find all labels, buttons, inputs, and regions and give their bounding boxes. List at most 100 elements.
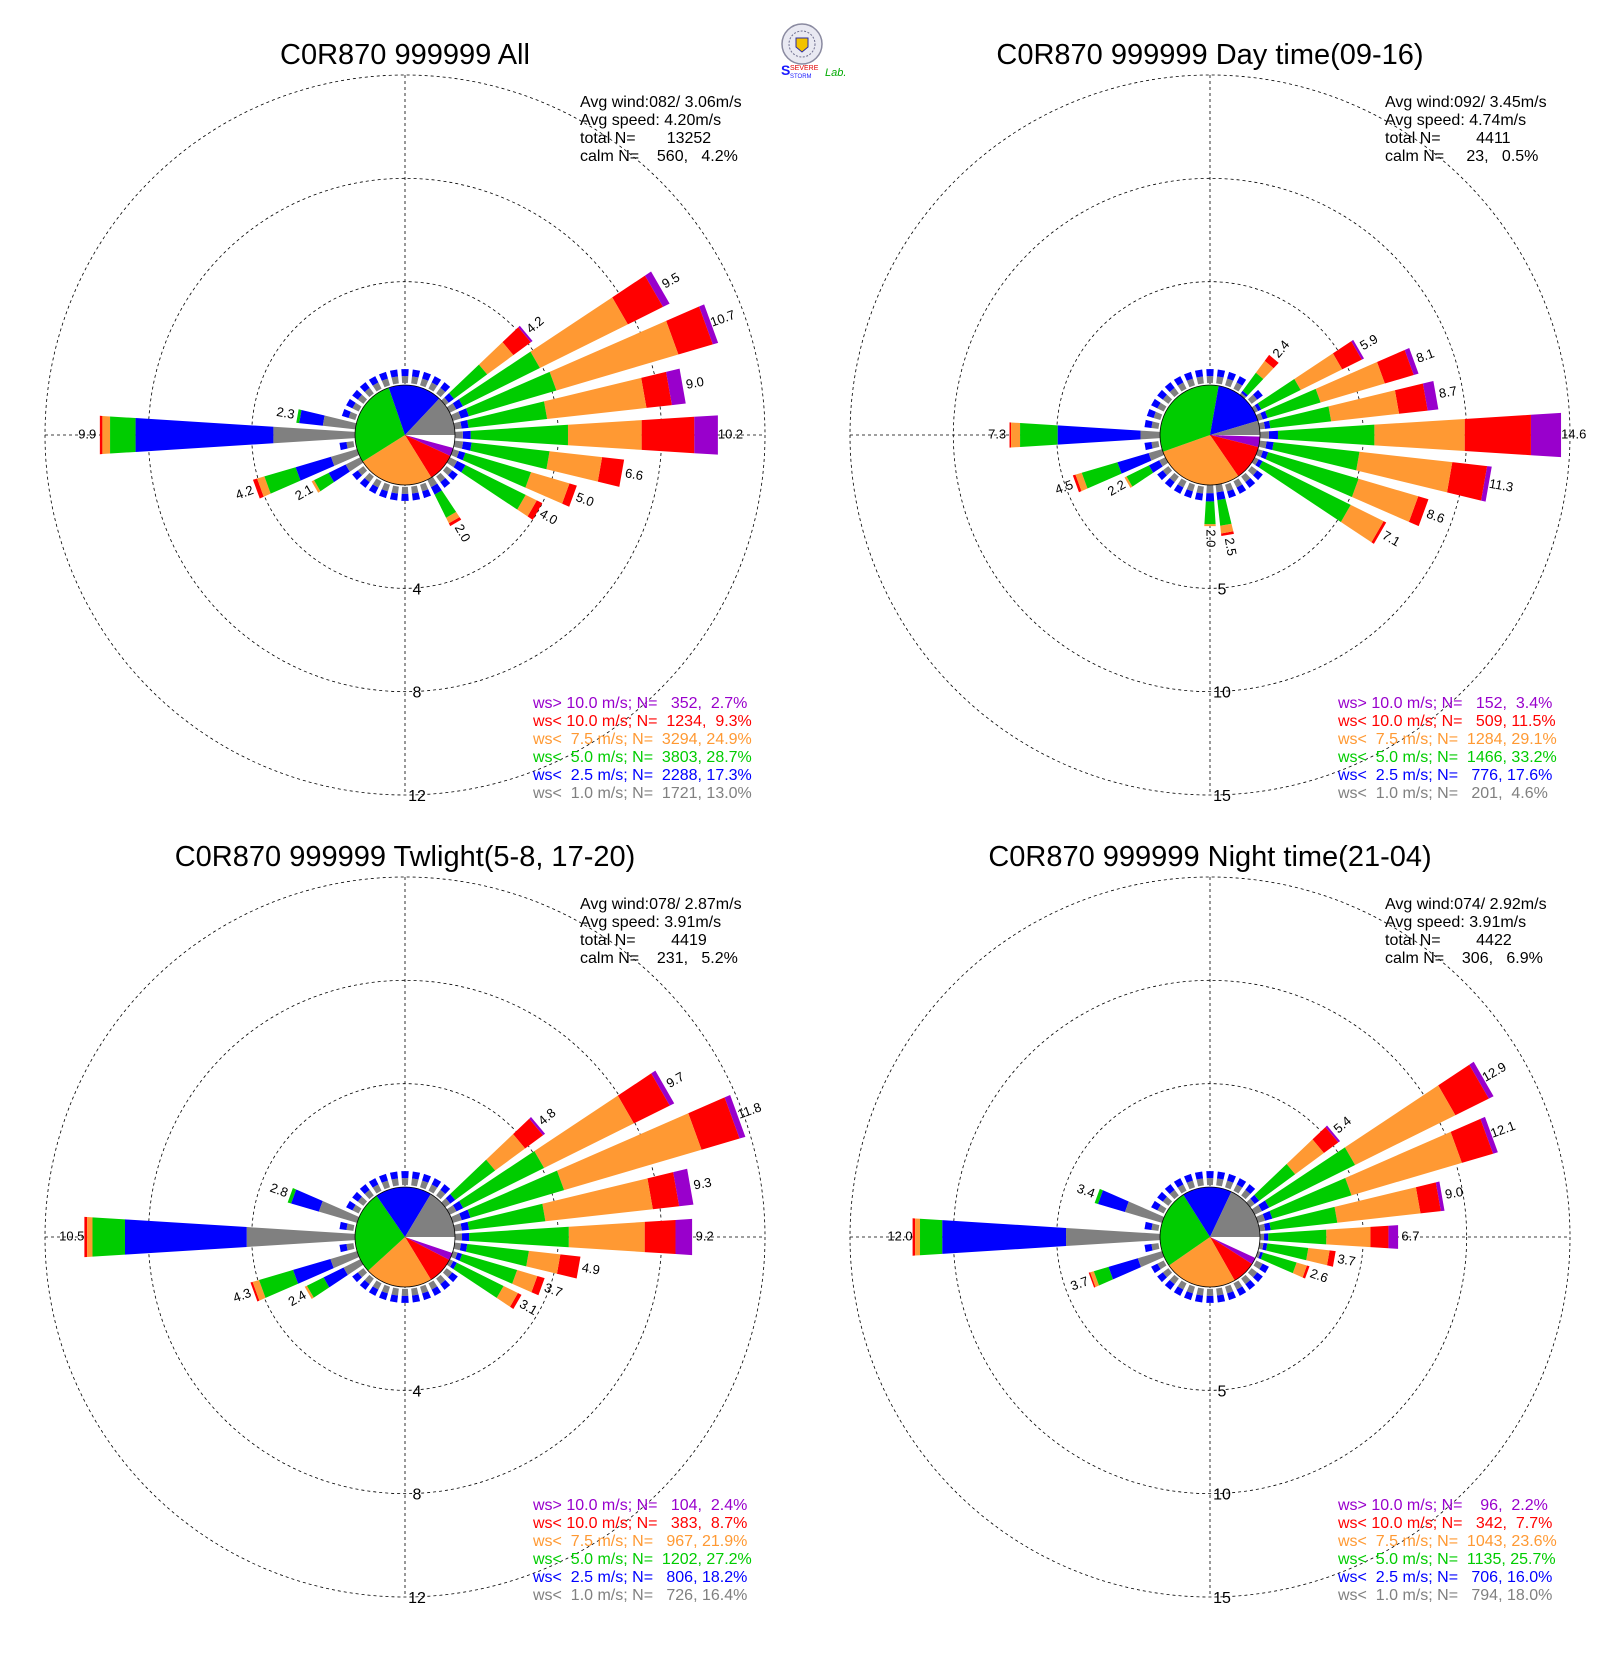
petal-segment-lt10 <box>556 1254 581 1279</box>
petal-stub <box>1253 470 1263 481</box>
petal-segment-lt5 <box>469 1226 569 1248</box>
petal-stub <box>391 376 399 385</box>
petal-stub <box>1194 1171 1204 1180</box>
petal-stub <box>1173 484 1184 494</box>
petal-segment-lt1 <box>446 1259 454 1267</box>
petal-segment-lt1 <box>1255 1213 1266 1223</box>
petal-stub <box>1216 1294 1226 1303</box>
ring-label: 12 <box>408 788 426 805</box>
petal-segment-lt1 <box>1251 457 1259 466</box>
petal-stub <box>1186 482 1195 492</box>
petal-segment-gt10 <box>1422 380 1439 411</box>
wind-rose-panel-1: C0R870 999999 All 4 8 12 4.2 9.5 10.7 9.0 10.2 6.… <box>44 39 766 805</box>
wind-rose-panel-4: C0R870 999999 Night time(21-04) 5 10 15 5.4 1… <box>849 841 1571 1607</box>
petal-segment-lt7_5 <box>549 320 679 391</box>
petal-segment-lt7_5 <box>1011 422 1021 448</box>
petal-segment-lt5 <box>1204 501 1216 525</box>
legend-entry-lt10: ws< 10.0 m/s; N= 1234, 9.3% <box>532 713 752 730</box>
petal-stub <box>428 382 438 392</box>
petal-stub <box>422 1173 432 1183</box>
petal-stub <box>1216 369 1226 378</box>
petal-segment-lt1 <box>453 421 462 430</box>
petal-value-label: 8.7 <box>1438 383 1458 401</box>
ring-label: 8 <box>413 1487 422 1504</box>
stats-line: calm N= 23, 0.5% <box>1385 148 1538 165</box>
petal-stub <box>1183 1291 1193 1301</box>
petal-stub <box>1151 1263 1161 1274</box>
petal-stub <box>401 376 409 384</box>
legend-entry-lt2_5: ws< 2.5 m/s; N= 706, 16.0% <box>1337 1569 1552 1586</box>
petal-stub <box>431 1286 442 1296</box>
petal-stub <box>378 1291 388 1301</box>
petal-segment-lt10 <box>1009 422 1012 448</box>
pie-slice-lt5 <box>354 387 405 462</box>
petal-segment-lt2_5 <box>459 1209 471 1221</box>
petal-stub <box>401 493 409 501</box>
petals: 5.4 12.9 12.1 9.0 6.7 3.7 2.6 3.7 12.0 3.4 <box>887 1059 1517 1294</box>
petal-stub <box>1173 1178 1184 1188</box>
petal-segment-lt7_5 <box>543 377 647 420</box>
petal-segment-lt2_5 <box>135 418 274 452</box>
petal-segment-lt5 <box>1094 1188 1104 1205</box>
petal-segment-lt10 <box>250 1281 260 1302</box>
petal-segment-lt2_5 <box>1264 1222 1271 1231</box>
petal-stub <box>411 492 421 501</box>
petal-segment-lt2_5 <box>1241 390 1248 397</box>
stats-line: total N= 4411 <box>1385 130 1511 147</box>
petal-segment-lt5 <box>1265 388 1321 419</box>
petal-segment-lt2_5 <box>328 464 350 483</box>
stats-line: calm N= 306, 6.9% <box>1385 950 1543 967</box>
petal-segment-lt2_5 <box>445 1193 456 1204</box>
legend-entry-lt7_5: ws< 7.5 m/s; N= 1284, 29.1% <box>1337 731 1557 748</box>
petal-stub <box>1164 1184 1175 1194</box>
ring-label: 4 <box>413 1383 422 1400</box>
petal-stub <box>372 478 382 488</box>
legend-entry-lt1: ws< 1.0 m/s; N= 794, 18.0% <box>1337 1587 1552 1604</box>
petal-segment-gt10 <box>518 325 533 343</box>
petal-value-label: 4.8 <box>535 1105 558 1128</box>
petal-segment-lt1 <box>450 1213 462 1223</box>
petal-segment-lt2_5 <box>1263 420 1271 429</box>
petal-stub <box>368 484 379 494</box>
petal-value-label: 9.0 <box>1444 1184 1464 1202</box>
pie-slice-lt1 <box>405 398 455 435</box>
petal-segment-lt2_5 <box>1117 453 1152 474</box>
petal-stub <box>1227 1291 1237 1301</box>
petal-segment-gt10 <box>1435 1181 1445 1212</box>
petal-stub <box>1157 1191 1167 1202</box>
stats-line: calm N= 231, 5.2% <box>580 950 738 967</box>
petal-value-label: 14.6 <box>1561 426 1586 441</box>
stats-line: Avg speed: 3.91m/s <box>1385 914 1526 931</box>
stats-line: Avg wind:082/ 3.06m/s <box>580 94 742 111</box>
petal-segment-lt5 <box>453 1262 504 1298</box>
petal-segment-lt5 <box>1265 452 1359 497</box>
petal-stub <box>1151 1223 1160 1231</box>
petal-stub <box>1196 376 1204 385</box>
petal-segment-lt2_5 <box>1262 1242 1268 1251</box>
petal-value-label: 8.6 <box>1425 506 1447 526</box>
petal-segment-lt2_5 <box>1255 459 1263 468</box>
petal-value-label: 10.5 <box>59 1228 84 1243</box>
pie-slice-calm <box>405 435 455 449</box>
petal-segment-lt2_5 <box>293 1258 334 1284</box>
petal-stub <box>1241 472 1251 483</box>
legend-entry-lt7_5: ws< 7.5 m/s; N= 1043, 23.6% <box>1337 1533 1557 1550</box>
petal-stub <box>359 1280 370 1290</box>
low-frequency-petals <box>1144 369 1263 501</box>
petal-segment-lt10 <box>641 371 672 408</box>
petal-stub <box>1177 1184 1187 1194</box>
petal-segment-lt5 <box>1268 1229 1327 1245</box>
petal-segment-lt10 <box>641 416 695 454</box>
petal-segment-lt10 <box>1302 1265 1310 1279</box>
panel-title: C0R870 999999 Day time(09-16) <box>996 39 1423 71</box>
petal-value-label: 10.2 <box>718 426 743 441</box>
petal-segment-lt10 <box>510 1293 522 1309</box>
petal-stub <box>346 1200 356 1211</box>
petal-segment-lt2_5 <box>295 456 335 481</box>
petal-stub <box>420 1284 429 1294</box>
petal-stub <box>401 369 409 377</box>
petal-value-label: 8.1 <box>1414 345 1436 365</box>
petal-segment-lt5 <box>467 1203 546 1230</box>
petal-segment-lt2_5 <box>461 441 472 451</box>
